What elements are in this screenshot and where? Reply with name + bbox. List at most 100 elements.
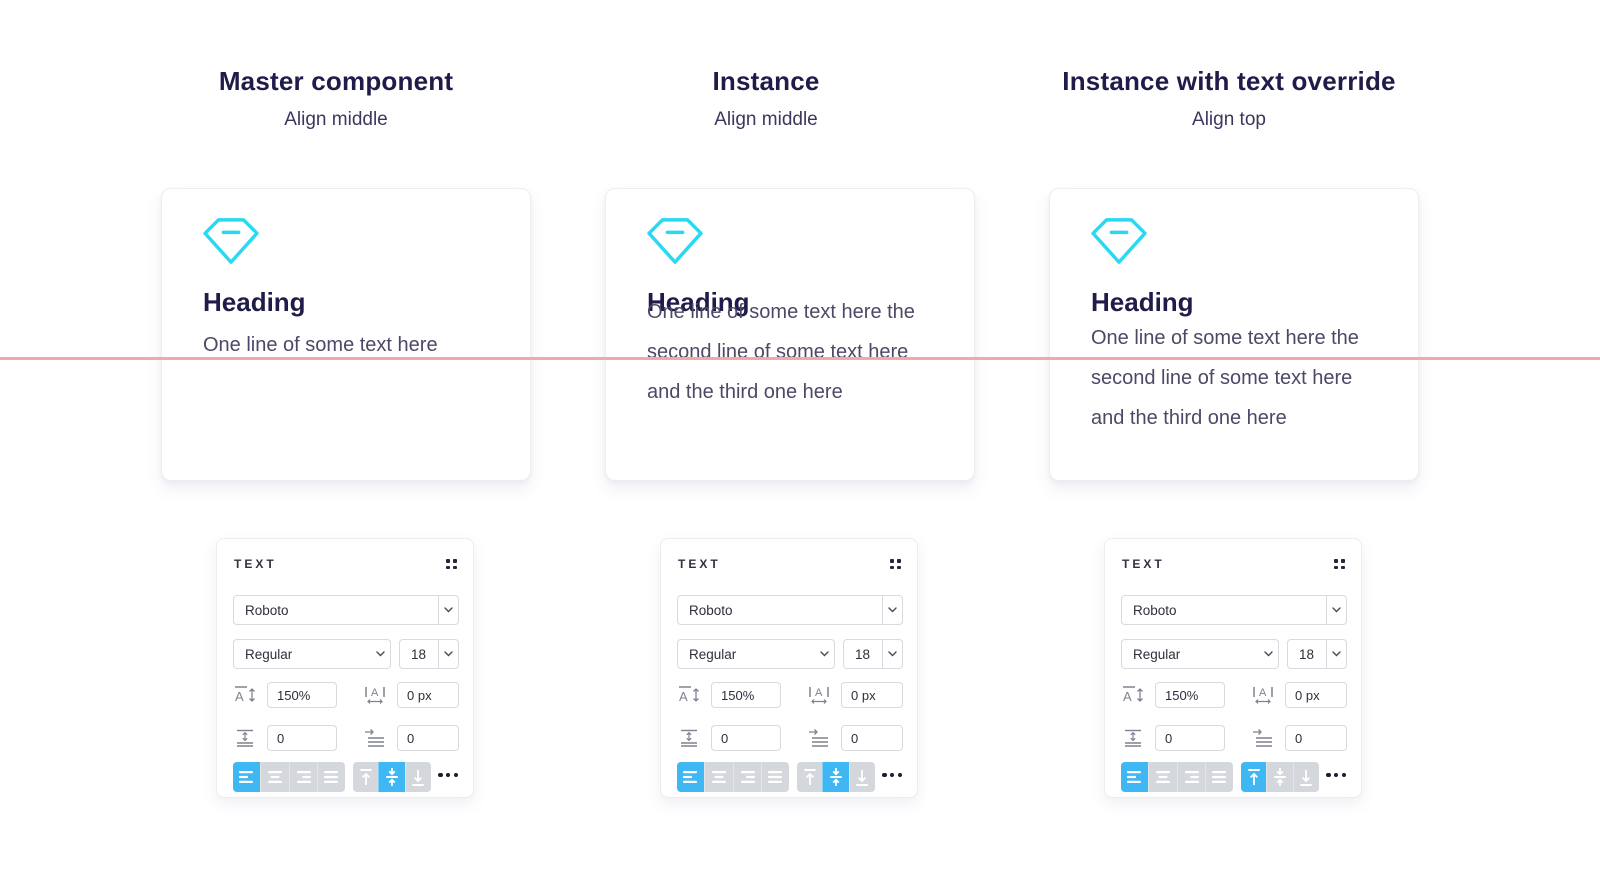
font-family-select[interactable]: Roboto xyxy=(233,595,459,625)
sketch-gem-icon xyxy=(202,216,260,271)
align-center-icon[interactable] xyxy=(1148,762,1176,792)
line-height-icon: A xyxy=(231,682,259,708)
panel-header: TEXT xyxy=(678,553,901,575)
horizontal-align-group xyxy=(233,762,345,792)
font-style-value: Regular xyxy=(245,646,293,662)
line-height-icon: A xyxy=(1119,682,1147,708)
font-style-select[interactable]: Regular xyxy=(1121,639,1279,669)
align-top-icon[interactable] xyxy=(1241,762,1267,792)
text-inspector-panel: TEXT Roboto Regular 18 A A xyxy=(1104,538,1362,798)
component-card: Heading One line of some text here xyxy=(161,188,531,481)
paragraph-spacing-input[interactable] xyxy=(711,725,781,751)
font-size-value: 18 xyxy=(1299,646,1315,662)
paragraph-spacing-input[interactable] xyxy=(267,725,337,751)
text-inspector-panel: TEXT Roboto Regular 18 A A xyxy=(216,538,474,798)
column-master-component: Master component Align middle Heading On… xyxy=(161,0,531,896)
drag-handle-icon[interactable] xyxy=(446,559,457,569)
letter-spacing-input[interactable] xyxy=(1285,682,1347,708)
align-middle-icon[interactable] xyxy=(822,762,849,792)
component-card: Heading One line of some text here the s… xyxy=(605,188,975,481)
column-title: Master component xyxy=(218,66,454,96)
font-size-value: 18 xyxy=(411,646,427,662)
align-middle-icon[interactable] xyxy=(1266,762,1292,792)
letter-spacing-icon: A xyxy=(361,682,389,708)
font-family-value: Roboto xyxy=(689,602,733,618)
align-right-icon[interactable] xyxy=(732,762,761,792)
text-indent-input[interactable] xyxy=(397,725,459,751)
font-family-value: Roboto xyxy=(245,602,289,618)
panel-title: TEXT xyxy=(1122,557,1165,571)
horizontal-align-group xyxy=(677,762,789,792)
align-right-icon[interactable] xyxy=(288,762,317,792)
letter-spacing-icon: A xyxy=(1249,682,1277,708)
letter-spacing-input[interactable] xyxy=(841,682,903,708)
svg-text:A: A xyxy=(1123,689,1132,704)
align-right-icon[interactable] xyxy=(1176,762,1205,792)
font-style-value: Regular xyxy=(1133,646,1181,662)
line-height-input[interactable] xyxy=(1155,682,1225,708)
panel-header: TEXT xyxy=(234,553,457,575)
alignment-guide-line xyxy=(0,357,1600,360)
column-subtitle: Align top xyxy=(1192,109,1266,130)
drag-handle-icon[interactable] xyxy=(890,559,901,569)
vertical-align-group xyxy=(353,762,431,792)
card-heading: Heading xyxy=(1091,287,1194,317)
align-left-icon[interactable] xyxy=(677,762,705,792)
chevron-down-icon xyxy=(1258,640,1278,668)
paragraph-spacing-input[interactable] xyxy=(1155,725,1225,751)
align-justify-icon[interactable] xyxy=(316,762,345,792)
text-indent-input[interactable] xyxy=(841,725,903,751)
more-options-icon[interactable] xyxy=(1326,773,1346,778)
align-left-icon[interactable] xyxy=(233,762,261,792)
align-left-icon[interactable] xyxy=(1121,762,1149,792)
align-top-icon[interactable] xyxy=(797,762,822,792)
align-top-icon[interactable] xyxy=(353,762,378,792)
column-title: Instance xyxy=(712,66,820,96)
chevron-down-icon xyxy=(1326,596,1346,624)
font-size-select[interactable]: 18 xyxy=(399,639,459,669)
more-options-icon[interactable] xyxy=(438,773,458,778)
text-indent-input[interactable] xyxy=(1285,725,1347,751)
font-style-select[interactable]: Regular xyxy=(233,639,391,669)
letter-spacing-input[interactable] xyxy=(397,682,459,708)
align-justify-icon[interactable] xyxy=(1204,762,1233,792)
drag-handle-icon[interactable] xyxy=(1334,559,1345,569)
font-family-select[interactable]: Roboto xyxy=(677,595,903,625)
align-bottom-icon[interactable] xyxy=(1292,762,1319,792)
chevron-down-icon xyxy=(814,640,834,668)
component-card: Heading One line of some text here the s… xyxy=(1049,188,1419,481)
letter-spacing-icon: A xyxy=(805,682,833,708)
column-title: Instance with text override xyxy=(1062,66,1396,96)
font-style-value: Regular xyxy=(689,646,737,662)
card-body-text: One line of some text here xyxy=(203,334,438,356)
panel-title: TEXT xyxy=(678,557,721,571)
align-center-icon[interactable] xyxy=(704,762,732,792)
text-indent-icon xyxy=(805,725,833,751)
card-heading: Heading xyxy=(203,287,306,317)
align-center-icon[interactable] xyxy=(260,762,288,792)
card-body-text: One line of some text here the second li… xyxy=(1091,327,1359,429)
text-indent-icon xyxy=(361,725,389,751)
align-bottom-icon[interactable] xyxy=(404,762,431,792)
paragraph-spacing-icon xyxy=(231,725,259,751)
column-subtitle: Align middle xyxy=(714,109,818,130)
line-height-input[interactable] xyxy=(711,682,781,708)
font-family-value: Roboto xyxy=(1133,602,1177,618)
font-style-select[interactable]: Regular xyxy=(677,639,835,669)
chevron-down-icon xyxy=(1326,640,1346,668)
panel-title: TEXT xyxy=(234,557,277,571)
align-bottom-icon[interactable] xyxy=(848,762,875,792)
align-middle-icon[interactable] xyxy=(378,762,405,792)
font-size-select[interactable]: 18 xyxy=(843,639,903,669)
line-height-input[interactable] xyxy=(267,682,337,708)
align-justify-icon[interactable] xyxy=(760,762,789,792)
text-indent-icon xyxy=(1249,725,1277,751)
font-family-select[interactable]: Roboto xyxy=(1121,595,1347,625)
column-instance-text-override: Instance with text override Align top He… xyxy=(1049,0,1419,896)
vertical-align-group xyxy=(1241,762,1319,792)
svg-text:A: A xyxy=(235,689,244,704)
vertical-align-group xyxy=(797,762,875,792)
chevron-down-icon xyxy=(882,596,902,624)
more-options-icon[interactable] xyxy=(882,773,902,778)
font-size-select[interactable]: 18 xyxy=(1287,639,1347,669)
